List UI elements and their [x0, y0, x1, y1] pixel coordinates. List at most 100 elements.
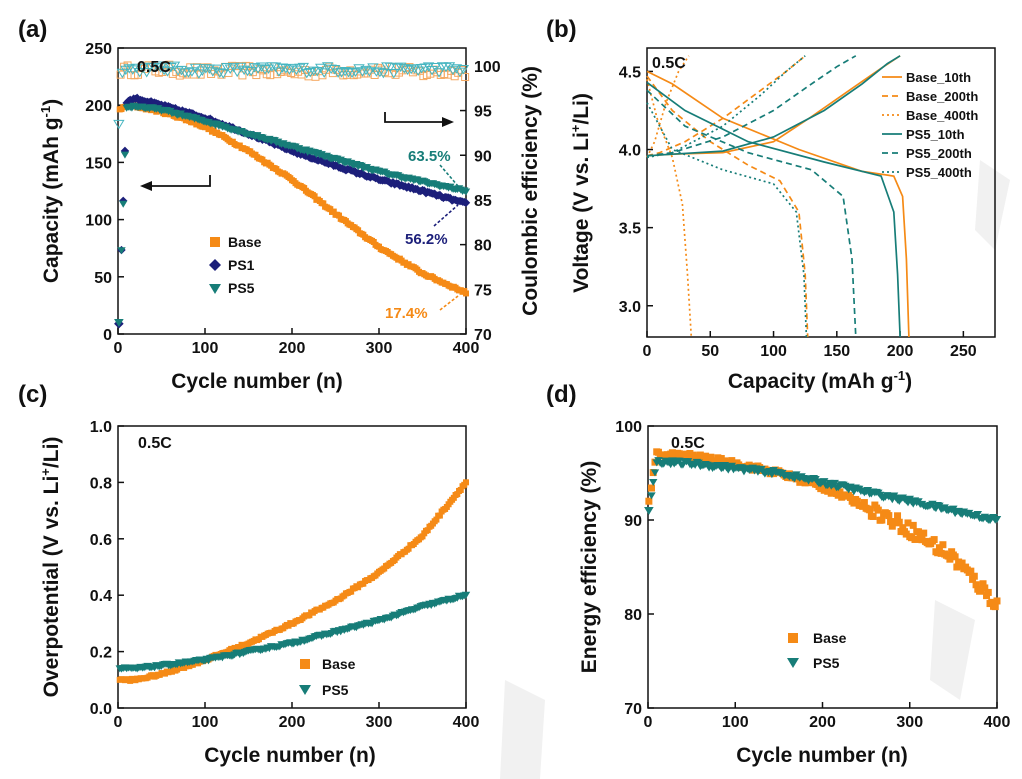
base-capacity-marker	[463, 290, 469, 297]
x-tick-label: 0	[643, 343, 652, 360]
base-overpotential-marker	[463, 479, 469, 486]
base-energy-marker	[939, 541, 947, 549]
x-tick-label: 200	[279, 714, 306, 731]
base-energy-marker	[869, 512, 877, 520]
ce-ps5-marker	[318, 68, 330, 78]
ce-ps5-marker	[377, 68, 390, 79]
ce-ps5-marker	[374, 67, 386, 78]
y2-tick-label: 80	[474, 238, 492, 255]
ce-ps5-marker	[335, 68, 348, 78]
base-energy-marker	[846, 493, 854, 501]
ps1-capacity-marker	[120, 146, 130, 156]
legend: Base PS1 PS5	[209, 234, 262, 296]
ticks: 0 100 200 300 400 70 80 90 100	[615, 419, 1010, 731]
x-tick-label: 100	[760, 343, 787, 360]
x-tick-label: 150	[823, 343, 850, 360]
x-tick-label: 400	[984, 714, 1011, 731]
rate-label: 0.5C	[671, 435, 705, 452]
ce-ps5-marker	[353, 64, 365, 74]
y-tick-label: 90	[624, 513, 642, 530]
y-tick-label: 200	[85, 98, 112, 115]
ce-ps5-marker	[123, 64, 135, 74]
legend-label: Base_200th	[906, 89, 978, 104]
rate-label: 0.5C	[138, 435, 172, 452]
y-axis-title-end: /Li)	[40, 437, 63, 469]
ps5-capacity-marker	[114, 318, 124, 327]
legend: Base PS5	[299, 656, 356, 698]
base-energy-marker	[991, 603, 999, 611]
base-energy-marker	[895, 518, 903, 526]
base-overpotential-marker	[405, 545, 412, 552]
y2-tick-label: 70	[474, 327, 492, 344]
base-energy-marker	[988, 598, 996, 606]
x-axis-title: Cycle number (n)	[204, 744, 376, 767]
panel-b: (b) 0 50 100 150 200 250 3.0 3.5 4.0 4.5 0.5C Bas…	[546, 16, 996, 393]
panel-d-label: (d)	[546, 381, 577, 408]
ce-ps5-marker	[297, 62, 309, 73]
ce-ps5-marker	[429, 63, 442, 73]
ce-ps5-marker	[280, 64, 292, 74]
y2-tick-label: 100	[474, 59, 501, 76]
arrow-right	[384, 112, 454, 127]
x-axis-title: Capacity (mAh g-1)	[728, 368, 912, 393]
voltage-curves	[646, 55, 910, 338]
curve-ps5-200th-discharge	[646, 89, 857, 338]
x-tick-label: 50	[701, 343, 719, 360]
ce-ps5-marker	[228, 62, 240, 73]
y-axis-title: Voltage (V vs. Li+/Li)	[568, 93, 593, 293]
base-energy-marker	[951, 553, 959, 561]
annotation-ps5: 63.5%	[408, 148, 451, 165]
ce-ps5-marker	[203, 64, 216, 75]
legend-marker-base	[300, 659, 310, 669]
base-overpotential-marker	[419, 533, 426, 540]
ce-base-marker	[134, 70, 143, 79]
curve-ps5-400th-charge	[646, 55, 806, 159]
base-energy-marker	[984, 588, 992, 596]
base-energy-marker	[874, 506, 882, 514]
y-axis-title: Overpotential (V vs. Li+/Li)	[38, 437, 63, 698]
y-axis-title: Capacity (mAh g-1)	[38, 99, 63, 283]
ce-ps5-marker	[450, 64, 463, 74]
ce-ps5-marker	[255, 62, 268, 73]
legend-label: PS5_200th	[906, 146, 972, 161]
ce-ps5-marker	[273, 67, 285, 77]
legend-label-ps5: PS5	[322, 682, 349, 698]
base-energy-marker	[930, 536, 938, 544]
ce-ps5-marker	[269, 62, 282, 72]
ce-ps5-marker	[443, 62, 456, 72]
annotation-base-pointer	[439, 295, 459, 311]
y2-tick-label: 85	[474, 193, 492, 210]
base-energy-marker	[866, 506, 874, 514]
curve-base-400th-charge	[646, 55, 690, 158]
base-energy-marker	[993, 597, 1001, 605]
x-tick-label: 250	[950, 343, 977, 360]
annotation-base: 17.4%	[385, 305, 428, 322]
curve-base-200th-discharge	[646, 75, 809, 338]
base-energy-marker	[911, 535, 919, 543]
ps5-energy-marker	[973, 510, 983, 518]
ce-ps5-marker	[405, 64, 417, 75]
base-energy-marker	[967, 567, 975, 575]
ce-ps5-marker	[311, 67, 323, 77]
ps5-overpotential-marker	[461, 591, 471, 599]
y-tick-label: 0.6	[90, 532, 112, 549]
ce-ps5-marker	[457, 65, 470, 75]
panel-a-label: (a)	[18, 16, 47, 43]
curve-ps5-10th-discharge	[646, 81, 901, 338]
y-axis-title: Energy efficiency (%)	[578, 461, 601, 673]
x-axis-title-sup: -1	[894, 368, 906, 383]
base-energy-marker	[860, 499, 868, 507]
ticks: 0 50 100 150 200 250 3.0 3.5 4.0 4.5	[619, 64, 977, 360]
base-energy-marker	[836, 488, 844, 496]
base-energy-marker	[819, 482, 826, 490]
base-capacity-marker	[330, 208, 337, 215]
ce-ps5-marker	[363, 67, 376, 77]
legend-marker-ps1	[209, 259, 221, 271]
ce-ps5-marker	[113, 119, 125, 130]
ce-ps5-marker	[217, 69, 229, 79]
legend-label-base: Base	[813, 630, 847, 646]
base-energy-marker	[946, 555, 954, 563]
ce-ps5-marker	[339, 67, 351, 77]
ce-ps5-marker	[259, 65, 271, 75]
base-energy-marker	[972, 581, 980, 589]
